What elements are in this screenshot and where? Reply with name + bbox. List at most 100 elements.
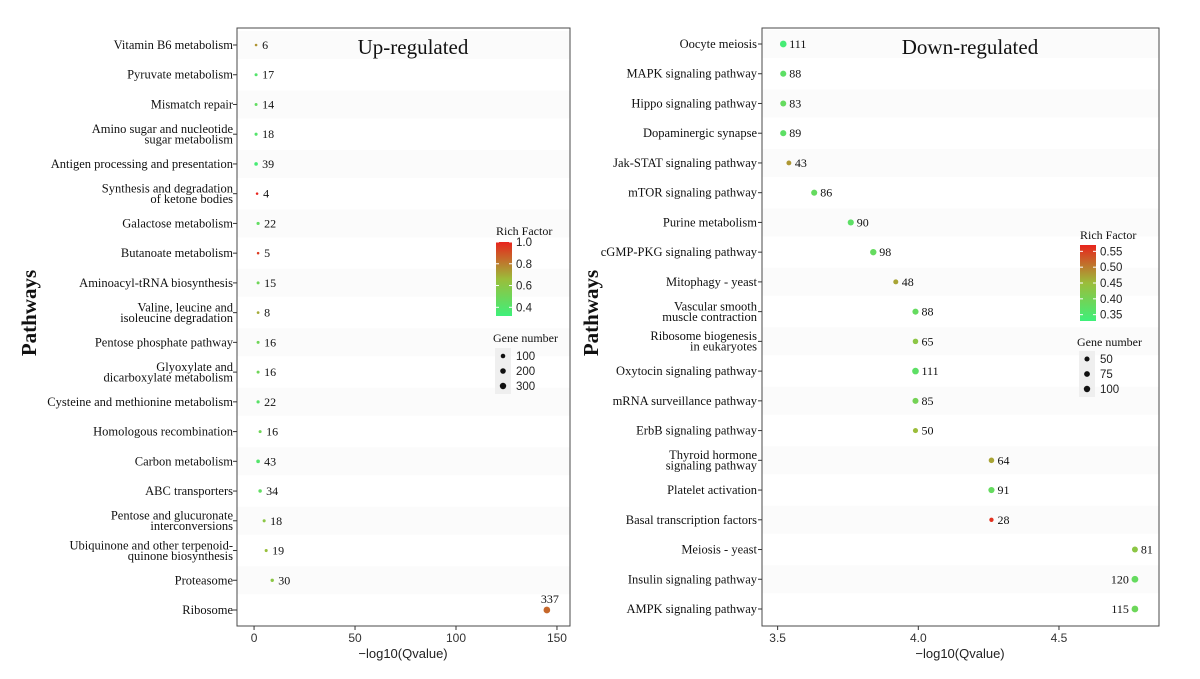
gene-count-label: 90 bbox=[857, 215, 869, 229]
data-point bbox=[254, 102, 258, 106]
pathway-label: Oxytocin signaling pathway bbox=[616, 364, 758, 378]
data-point bbox=[912, 308, 919, 315]
data-point bbox=[847, 219, 854, 226]
color-legend-label: 0.6 bbox=[516, 281, 532, 293]
gene-count-label: 16 bbox=[264, 335, 276, 349]
data-point bbox=[256, 400, 260, 404]
row-band bbox=[237, 149, 570, 178]
gene-count-label: 43 bbox=[795, 156, 807, 170]
data-point bbox=[779, 40, 787, 48]
row-band bbox=[237, 31, 570, 59]
row-band bbox=[237, 506, 570, 535]
row-band bbox=[762, 446, 1159, 475]
color-legend-label: 0.40 bbox=[1100, 294, 1122, 306]
row-band bbox=[237, 328, 570, 357]
pathway-label: Mismatch repair bbox=[151, 97, 234, 111]
gene-count-label: 5 bbox=[264, 246, 270, 260]
color-legend-label: 0.50 bbox=[1100, 262, 1122, 274]
pathway-label: Oocyte meiosis bbox=[680, 37, 758, 51]
gene-count-label: 16 bbox=[266, 425, 278, 439]
pathway-label: mRNA surveillance pathway bbox=[613, 394, 758, 408]
chart-title: Down-regulated bbox=[902, 35, 1039, 59]
pathway-label: Ubiquinone and other terpenoid- bbox=[70, 538, 234, 552]
size-legend-dot bbox=[1084, 371, 1090, 377]
gene-count-label: 34 bbox=[266, 484, 278, 498]
color-legend-bar bbox=[496, 242, 512, 316]
data-point bbox=[912, 338, 919, 345]
size-legend-title: Gene number bbox=[1077, 335, 1142, 349]
pathway-label: Platelet activation bbox=[667, 483, 758, 497]
pathway-label: MAPK signaling pathway bbox=[626, 67, 757, 81]
pathway-label: cGMP-PKG signaling pathway bbox=[601, 245, 758, 259]
pathway-label: Antigen processing and presentation bbox=[51, 157, 234, 171]
pathway-label: signaling pathway bbox=[666, 459, 758, 473]
pathway-label: Hippo signaling pathway bbox=[631, 96, 757, 110]
row-band bbox=[762, 327, 1159, 356]
gene-count-label: 8 bbox=[264, 306, 270, 320]
pathway-label: dicarboxylate metabolism bbox=[104, 370, 234, 384]
data-point bbox=[912, 428, 919, 434]
gene-count-label: 91 bbox=[997, 483, 1009, 497]
gene-count-label: 30 bbox=[278, 573, 290, 587]
size-legend-label: 75 bbox=[1100, 369, 1113, 381]
data-point bbox=[780, 130, 787, 137]
data-point bbox=[256, 459, 260, 464]
pathway-label: Vitamin B6 metabolism bbox=[114, 38, 234, 52]
x-tick-label: 4.5 bbox=[1051, 631, 1068, 645]
data-point bbox=[256, 281, 260, 285]
chart-title: Up-regulated bbox=[358, 35, 469, 59]
data-point bbox=[870, 248, 877, 256]
gene-count-label: 85 bbox=[921, 394, 933, 408]
pathway-label: interconversions bbox=[150, 519, 233, 533]
pathway-label: Synthesis and degradation bbox=[102, 181, 234, 195]
pathway-label: Vascular smooth bbox=[674, 299, 758, 313]
pathway-label: AMPK signaling pathway bbox=[626, 602, 757, 616]
x-tick-label: 100 bbox=[446, 631, 466, 645]
pathway-label: Homologous recombination bbox=[93, 425, 234, 439]
data-point bbox=[988, 486, 995, 494]
gene-count-label: 88 bbox=[921, 305, 933, 319]
gene-count-label: 50 bbox=[921, 424, 933, 438]
gene-count-label: 14 bbox=[262, 97, 274, 111]
gene-count-label: 22 bbox=[264, 395, 276, 409]
data-point bbox=[912, 367, 919, 375]
pathway-label: Thyroid hormone bbox=[669, 448, 757, 462]
data-point bbox=[258, 489, 262, 493]
data-point bbox=[256, 221, 260, 226]
data-point bbox=[254, 43, 258, 47]
size-legend-label: 100 bbox=[516, 351, 535, 363]
y-axis-label: Pathways bbox=[579, 270, 603, 356]
x-tick-label: 50 bbox=[348, 631, 362, 645]
data-point bbox=[256, 370, 260, 374]
data-point bbox=[270, 578, 274, 582]
data-point bbox=[989, 517, 994, 522]
size-legend-label: 300 bbox=[516, 381, 535, 393]
color-legend-bar bbox=[1080, 245, 1096, 321]
size-legend-dot bbox=[1083, 385, 1091, 393]
row-band bbox=[237, 566, 570, 595]
pathway-label: Carbon metabolism bbox=[135, 454, 234, 468]
pathway-label: Pyruvate metabolism bbox=[127, 68, 233, 82]
pathway-label: mTOR signaling pathway bbox=[628, 186, 758, 200]
color-legend-title: Rich Factor bbox=[496, 224, 552, 238]
pathway-label: Insulin signaling pathway bbox=[628, 572, 758, 586]
row-band bbox=[237, 447, 570, 476]
gene-count-label: 64 bbox=[997, 453, 1009, 467]
data-point bbox=[786, 160, 792, 166]
row-band bbox=[237, 209, 570, 238]
pathway-label: Ribosome biogenesis bbox=[650, 329, 757, 343]
pathway-label: sugar metabolism bbox=[144, 132, 233, 146]
gene-count-label: 18 bbox=[262, 127, 274, 141]
data-point bbox=[254, 73, 258, 77]
data-point bbox=[256, 340, 260, 344]
gene-count-label: 39 bbox=[262, 157, 274, 171]
data-point bbox=[256, 311, 260, 314]
color-legend-label: 0.35 bbox=[1100, 310, 1122, 322]
gene-count-label: 98 bbox=[879, 245, 891, 259]
data-point bbox=[254, 132, 258, 136]
pathway-label: muscle contraction bbox=[662, 310, 758, 324]
plot-frame bbox=[761, 27, 1160, 627]
gene-count-label: 6 bbox=[262, 38, 268, 52]
gene-count-label: 22 bbox=[264, 216, 276, 230]
